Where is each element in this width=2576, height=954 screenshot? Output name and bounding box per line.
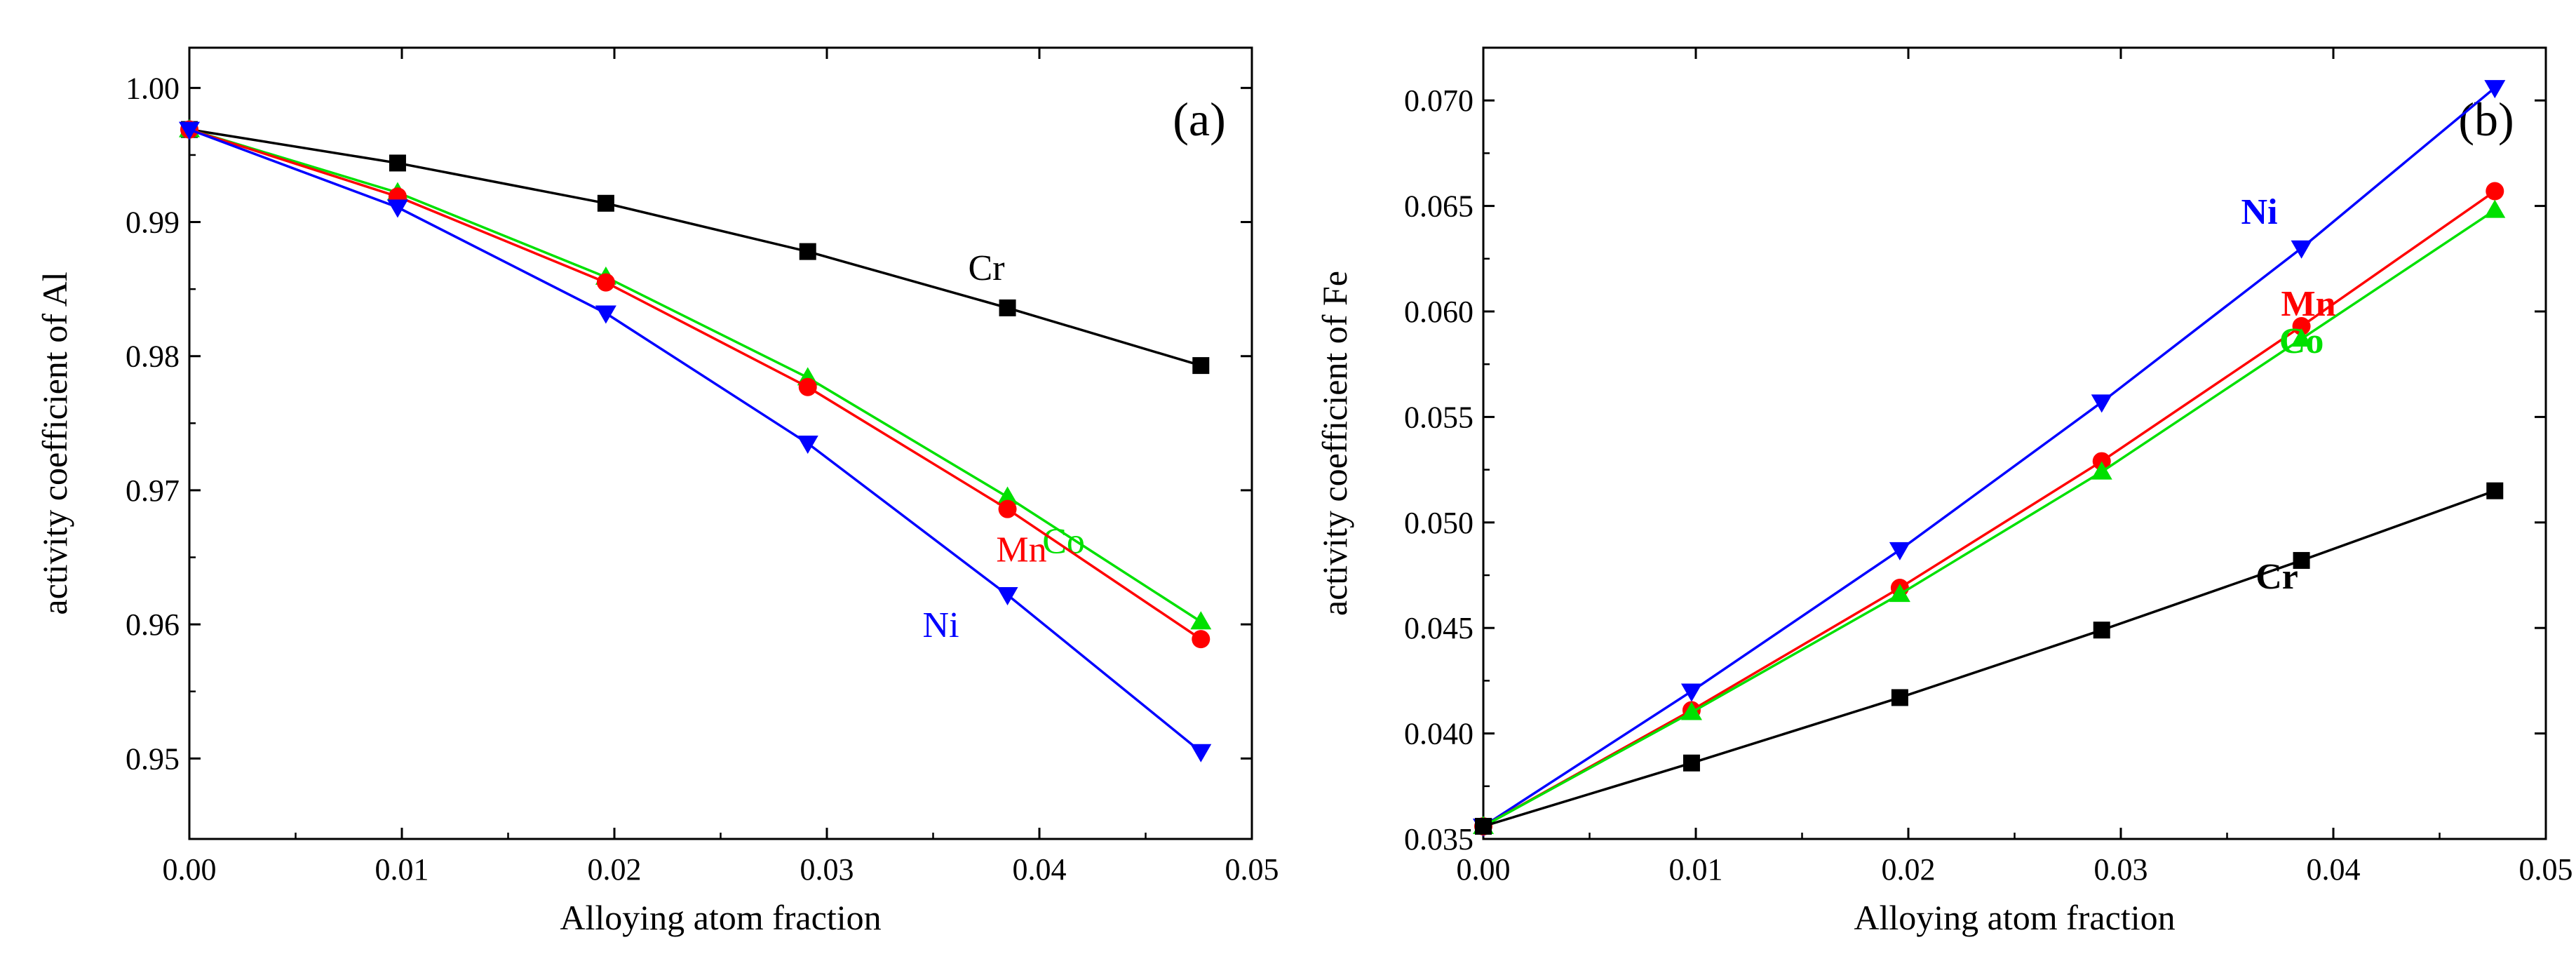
- series-ni-point: [1190, 744, 1212, 762]
- panel-tag: (b): [2458, 93, 2514, 146]
- series-mn-point: [2486, 182, 2504, 201]
- series-ni-line: [1483, 86, 2496, 828]
- plot-frame: [188, 46, 1253, 840]
- y-axis-title: activity coefficient of Al: [35, 271, 74, 614]
- y-tick-label: 0.95: [126, 741, 180, 776]
- x-tick-label: 0.03: [2094, 852, 2148, 887]
- y-tick-label: 0.070: [1404, 83, 1474, 118]
- x-tick-label: 0.01: [1669, 852, 1723, 887]
- y-tick-label: 0.065: [1404, 189, 1474, 224]
- x-tick-label: 0.00: [1457, 852, 1511, 887]
- panel-a: 0.00 0.01 0.02 0.03 0.04 0.05 0.95 0.96 0.97 0.98…: [35, 46, 1279, 937]
- series-mn-point: [596, 273, 615, 292]
- x-axis-title: Alloying atom fraction: [1854, 898, 2175, 937]
- x-tick-label: 0.04: [2307, 852, 2361, 887]
- series-cr-point: [1192, 357, 1210, 375]
- series-co-label: Co: [1042, 521, 1085, 561]
- series-ni-point: [595, 305, 616, 324]
- series-cr-point: [1475, 817, 1492, 835]
- series-co-line: [189, 128, 1202, 623]
- y-tick-label: 0.055: [1404, 400, 1474, 434]
- series-ni-point: [797, 436, 818, 454]
- series-ni-point: [2091, 394, 2112, 413]
- y-tick-label: 1.00: [126, 71, 180, 105]
- x-tick-label: 0.02: [588, 852, 642, 887]
- panel-b: 0.00 0.01 0.02 0.03 0.04 0.05 0.035 0.040 0.045 0…: [1315, 46, 2573, 937]
- series-co-point: [1889, 584, 1910, 603]
- series-cr-line: [189, 128, 1201, 367]
- series-cr-line: [1483, 490, 2495, 828]
- x-tick-label: 0.03: [800, 852, 854, 887]
- series-ni-point: [997, 587, 1018, 606]
- series-ni-point: [2484, 80, 2506, 99]
- series-co-point: [2291, 328, 2312, 347]
- series-cr-point: [2486, 482, 2504, 499]
- series-mn-point: [998, 499, 1017, 518]
- series-cr-point: [1683, 754, 1700, 772]
- x-axis-title: Alloying atom fraction: [560, 898, 881, 937]
- x-tick-label: 0.02: [1882, 852, 1936, 887]
- series-co-point: [2484, 199, 2506, 218]
- y-tick-label: 0.040: [1404, 717, 1474, 751]
- series-ni-line: [189, 128, 1202, 753]
- series-cr-point: [1891, 689, 1908, 706]
- plot-frame: [1482, 46, 2547, 840]
- y-tick-label: 0.060: [1404, 295, 1474, 329]
- series-ni-point: [179, 121, 200, 140]
- series-mn-point: [2092, 452, 2111, 471]
- series-cr-point: [2293, 551, 2310, 569]
- x-tick-label: 0.00: [163, 852, 217, 887]
- series-ni-label: Ni: [2241, 192, 2278, 232]
- series-co-point: [1190, 611, 1212, 630]
- series-cr-label: Cr: [969, 248, 1005, 288]
- x-tick-label: 0.05: [2519, 852, 2573, 887]
- y-tick-label: 0.98: [126, 340, 180, 374]
- series-mn-point: [1192, 630, 1211, 649]
- series-co-label: Co: [2279, 321, 2324, 361]
- y-tick-label: 0.035: [1404, 822, 1474, 856]
- series-co-point: [2091, 461, 2112, 480]
- x-tick-label: 0.05: [1225, 852, 1279, 887]
- series-ni-point: [1889, 542, 1910, 560]
- series-ni-point: [1680, 683, 1702, 702]
- series-ni-point: [386, 199, 408, 218]
- series-mn-point: [2292, 317, 2311, 336]
- series-mn-line: [189, 128, 1202, 640]
- y-tick-label: 0.96: [126, 607, 180, 642]
- series-ni-point: [2291, 240, 2312, 259]
- series-cr-label: Cr: [2255, 557, 2298, 597]
- series-ni-label: Ni: [923, 605, 959, 645]
- x-tick-label: 0.01: [375, 852, 429, 887]
- series-cr-point: [799, 243, 816, 260]
- y-tick-label: 0.97: [126, 473, 180, 508]
- series-co-point: [1680, 701, 1702, 720]
- y-tick-label: 0.050: [1404, 506, 1474, 540]
- series-cr-point: [999, 299, 1016, 316]
- y-tick-label: 0.045: [1404, 611, 1474, 645]
- series-mn-label: Mn: [996, 530, 1046, 570]
- series-cr-point: [389, 154, 406, 172]
- series-cr-point: [597, 194, 614, 212]
- x-tick-label: 0.04: [1013, 852, 1067, 887]
- series-mn-point: [798, 377, 817, 396]
- y-tick-label: 0.99: [126, 206, 180, 240]
- series-mn-line: [1483, 190, 2496, 828]
- series-cr-point: [2093, 622, 2110, 639]
- series-co-line: [1483, 209, 2496, 828]
- series-mn-label: Mn: [2281, 284, 2336, 324]
- y-axis-title: activity coefficient of Fe: [1315, 271, 1354, 616]
- series-co-point: [997, 486, 1018, 505]
- panel-tag: (a): [1173, 93, 1225, 146]
